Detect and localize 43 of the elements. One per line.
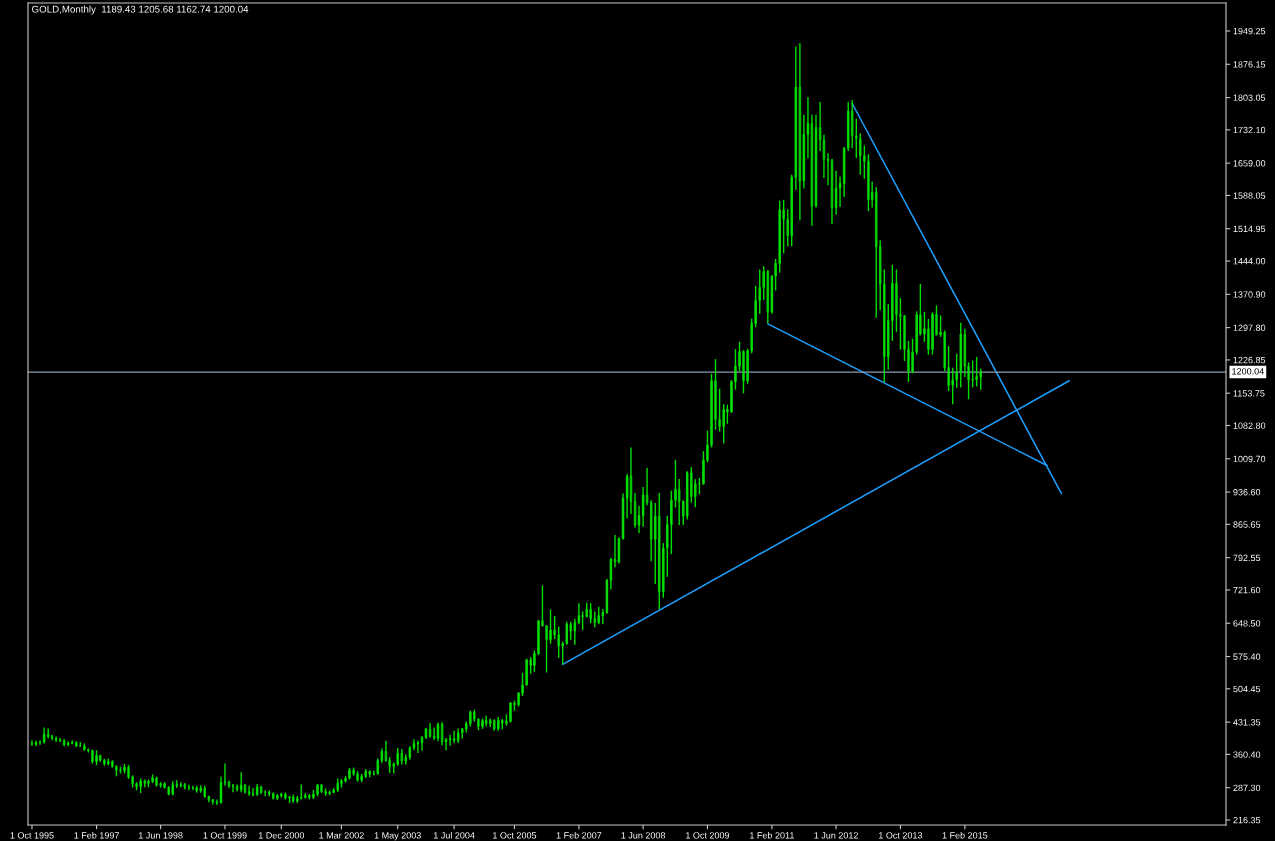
y-tick-label: 1444.00 <box>1233 258 1266 265</box>
y-tick-label: 431.35 <box>1233 719 1261 726</box>
chart-title: GOLD,Monthly 1189.43 1205.68 1162.74 1200.04 <box>32 5 249 15</box>
x-tick-label: 1 Feb 1997 <box>74 831 119 839</box>
x-tick-label: 1 Dec 2000 <box>258 832 305 839</box>
x-tick-label: 1 Oct 1999 <box>203 832 247 839</box>
y-tick-label: 1803.05 <box>1233 94 1266 101</box>
y-tick-label: 1297.80 <box>1233 324 1266 331</box>
y-tick-label: 360.40 <box>1233 751 1261 758</box>
x-tick-label: 1 Oct 2009 <box>686 832 730 839</box>
x-tick-label: 1 Feb 2015 <box>942 831 988 839</box>
y-tick-label: 1588.05 <box>1233 192 1266 199</box>
y-tick-label: 648.50 <box>1233 620 1261 627</box>
x-tick-label: 1 Oct 2005 <box>493 832 537 839</box>
x-tick-label: 1 Oct 1995 <box>10 832 54 839</box>
y-tick-label: 1082.80 <box>1233 422 1266 429</box>
x-tick-label: 1 Oct 2013 <box>879 832 923 839</box>
y-tick-label: 1732.10 <box>1233 126 1266 134</box>
y-tick-label: 287.30 <box>1233 784 1261 792</box>
y-tick-label: 216.35 <box>1233 816 1261 824</box>
x-tick-label: 1 Jun 1998 <box>138 832 183 839</box>
y-tick-label: 1009.70 <box>1233 455 1266 463</box>
x-tick-label: 1 Jun 2008 <box>621 832 666 839</box>
y-tick-label: 575.40 <box>1233 653 1261 660</box>
y-tick-label: 865.65 <box>1233 521 1261 528</box>
x-tick-label: 1 Jun 2012 <box>814 832 858 839</box>
y-tick-label: 1659.00 <box>1233 160 1266 167</box>
y-tick-label: 1370.90 <box>1233 291 1266 298</box>
x-tick-label: 1 May 2003 <box>374 832 421 841</box>
ref-line-label: 1200.04 <box>1232 368 1264 375</box>
y-tick-label: 1514.95 <box>1233 225 1266 233</box>
x-tick-label: 1 Jul 2004 <box>433 831 475 839</box>
y-tick-label: 504.45 <box>1233 685 1261 693</box>
y-tick-label: 936.60 <box>1233 489 1261 496</box>
x-tick-label: 1 Mar 2002 <box>319 832 364 839</box>
x-tick-label: 1 Feb 2007 <box>556 831 602 839</box>
y-tick-label: 792.55 <box>1233 554 1261 562</box>
y-tick-label: 721.60 <box>1233 586 1261 594</box>
y-tick-label: 1153.75 <box>1233 390 1265 397</box>
y-tick-label: 1876.15 <box>1233 61 1266 68</box>
y-tick-label: 1226.85 <box>1233 356 1266 364</box>
x-tick-label: 1 Feb 2011 <box>750 831 794 839</box>
y-tick-label: 1949.25 <box>1233 27 1266 35</box>
